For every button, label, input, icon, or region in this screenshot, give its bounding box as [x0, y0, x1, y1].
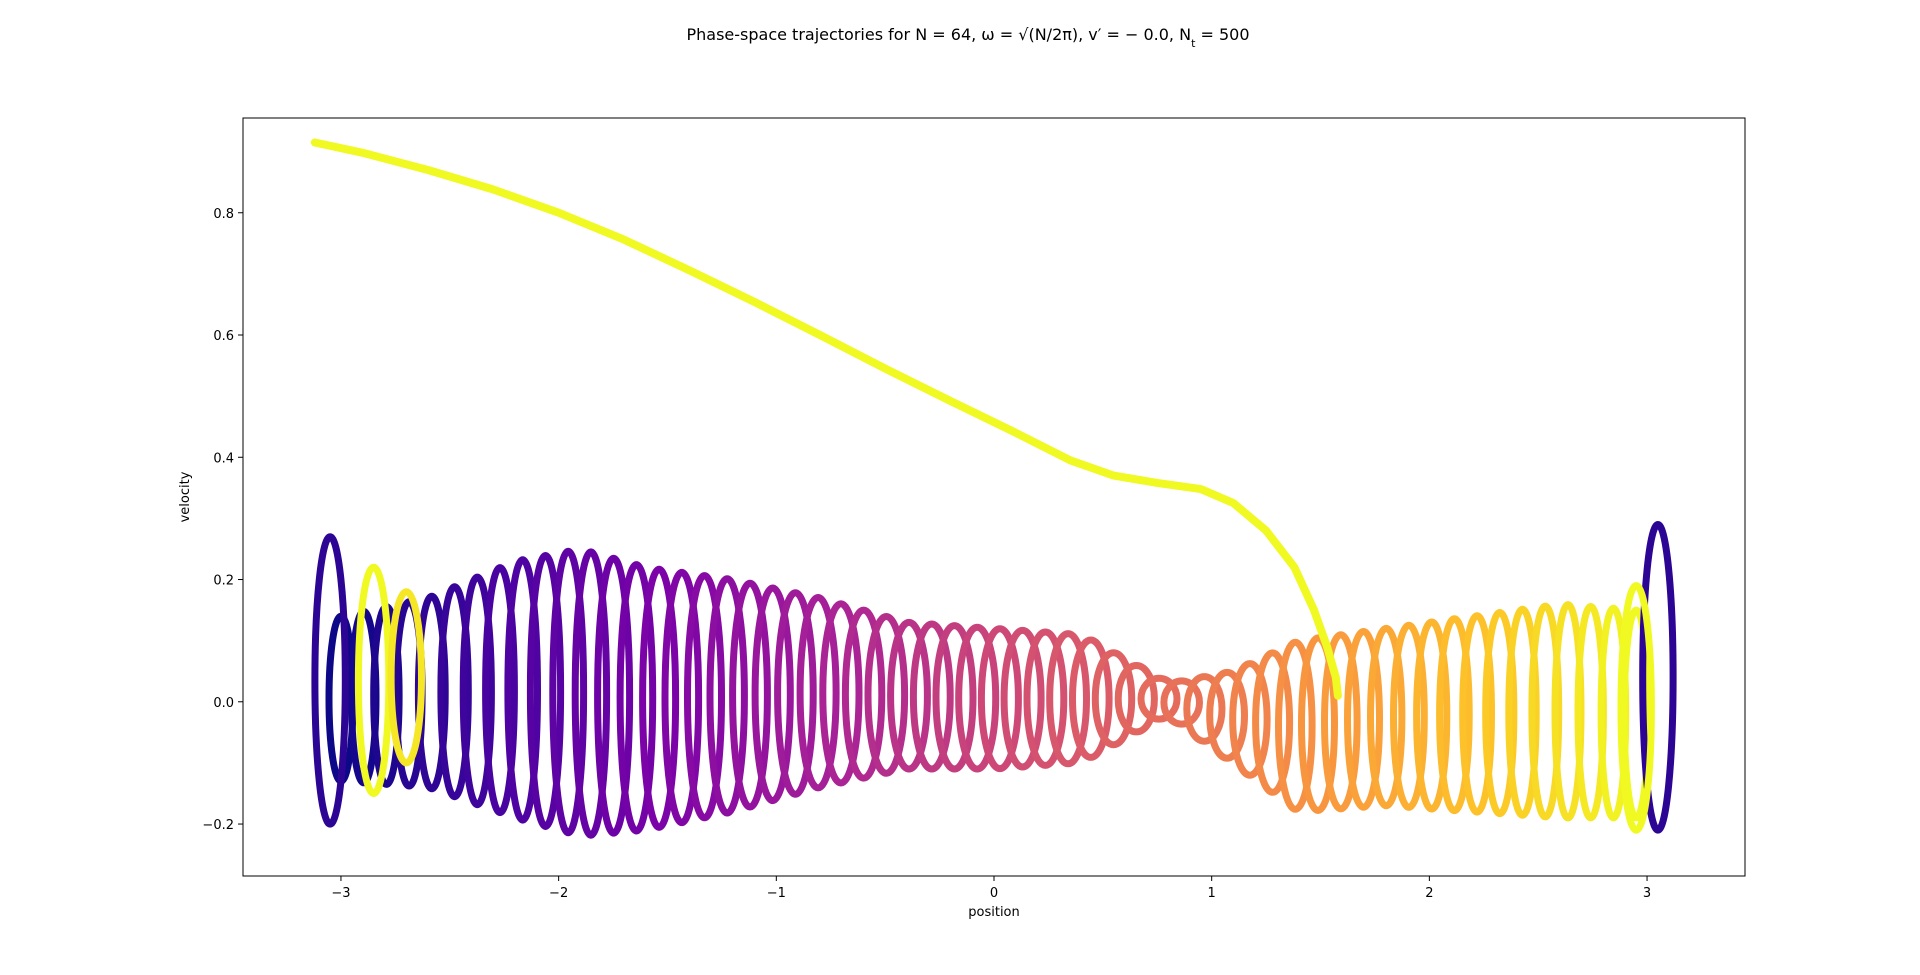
x-axis-label: position — [968, 905, 1020, 920]
trajectory-loop — [841, 606, 886, 782]
highlight-trajectory — [310, 138, 1342, 700]
trajectory-loop — [1229, 660, 1271, 779]
trajectory-loop — [1091, 649, 1136, 749]
trajectory-loop — [684, 572, 725, 822]
chart-title: Phase-space trajectories for N = 64, ω =… — [686, 25, 1249, 50]
trajectory-loop — [571, 548, 611, 839]
x-tick-label: 1 — [1208, 886, 1216, 901]
trajectory-loop — [526, 552, 565, 830]
trajectory-loop — [1436, 615, 1473, 815]
edge-trajectory-loop — [1639, 521, 1677, 834]
trajectory-loop — [977, 625, 1022, 773]
trajectory-loop — [1528, 602, 1563, 821]
trajectory-loop — [1459, 612, 1495, 816]
edge-trajectory-loop — [387, 588, 425, 767]
trajectory-loop — [1390, 621, 1428, 811]
trajectory-loop — [1206, 668, 1248, 762]
trajectory-loop — [864, 613, 909, 777]
trajectory-loop — [751, 584, 794, 805]
trajectory-loop — [774, 589, 817, 798]
trajectory-loop — [1252, 649, 1294, 796]
trajectory-loop — [1275, 638, 1316, 813]
trajectory-loop — [1482, 609, 1518, 818]
y-tick-label: 0.8 — [213, 207, 234, 222]
trajectory-loop — [932, 622, 977, 773]
trajectory-loop — [1505, 605, 1540, 819]
trajectory-loop — [1183, 673, 1226, 745]
x-tick-label: 3 — [1643, 886, 1651, 901]
trajectory-loop — [639, 565, 680, 831]
y-tick-label: 0.4 — [213, 451, 234, 466]
trajectory-loop — [1000, 626, 1045, 771]
x-tick-label: −1 — [767, 886, 786, 901]
trajectory-loop — [504, 556, 542, 824]
trajectory-loop — [616, 561, 657, 835]
edge-trajectory-loop — [1617, 582, 1655, 834]
trajectory-loop — [1344, 628, 1383, 811]
x-tick-label: 2 — [1425, 886, 1433, 901]
y-tick-label: 0.0 — [213, 696, 234, 711]
trajectory-loop — [1367, 624, 1406, 810]
trajectory-loop — [1137, 674, 1181, 723]
edge-trajectory-loop — [311, 533, 349, 828]
trajectory-loop — [549, 547, 588, 837]
trajectory-loop — [1298, 634, 1338, 815]
trajectory-loop — [1413, 618, 1451, 813]
trajectory-loop — [706, 575, 748, 817]
trajectory-loop — [482, 564, 518, 817]
x-tick-label: 0 — [990, 886, 998, 901]
trajectory-loop — [1046, 630, 1090, 768]
y-axis-label: velocity — [178, 471, 193, 522]
plot-data-layer — [310, 138, 1677, 839]
trajectory-loop — [796, 594, 840, 792]
x-axis-ticks: −3 −2 −1 0 1 2 3 — [331, 876, 1651, 901]
y-tick-label: 0.2 — [213, 574, 234, 589]
trajectory-loop — [1321, 631, 1361, 813]
trajectory-loop — [1023, 628, 1068, 769]
trajectory-loop — [1160, 677, 1203, 728]
trajectory-loop — [909, 620, 954, 773]
trajectory-loop — [437, 583, 472, 801]
y-tick-label: 0.6 — [213, 329, 234, 344]
x-tick-label: −2 — [549, 886, 568, 901]
x-tick-label: −3 — [331, 886, 350, 901]
trajectory-loop — [955, 623, 1000, 773]
trajectory-loop — [1114, 662, 1158, 736]
trajectory-loop — [594, 554, 634, 837]
trajectory-loop — [1069, 636, 1113, 761]
trajectory-loop — [661, 568, 703, 827]
trajectory-loop — [819, 600, 863, 787]
trajectory-loop — [887, 618, 931, 773]
y-axis-ticks: −0.2 0.0 0.2 0.4 0.6 0.8 — [202, 207, 243, 833]
trajectory-loop — [729, 579, 771, 811]
trajectory-loop — [459, 573, 495, 809]
y-tick-label: −0.2 — [202, 818, 234, 833]
